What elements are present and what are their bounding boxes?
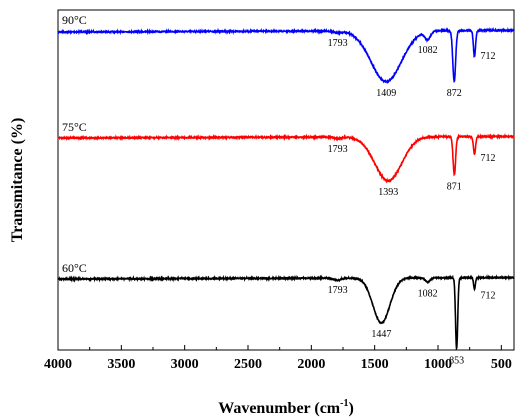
plot-frame [57, 9, 515, 351]
peak-label-1-3: 712 [481, 153, 496, 164]
series-line-2 [57, 273, 515, 351]
x-tick-label: 2500 [234, 357, 262, 372]
series-line-1 [57, 132, 515, 184]
peak-labels: 1793 1409 1082 872 712 1793 1393 871 712 1793 1447… [328, 38, 496, 366]
x-axis-ticks: 4000 3500 3000 2500 2000 1500 1000 500 [44, 345, 512, 372]
peak-label-0-4: 712 [481, 51, 496, 62]
peak-label-0-0: 1793 [328, 38, 348, 49]
series-labels: 90°C 75°C 60°C [62, 13, 87, 275]
x-tick-label: 4000 [44, 357, 72, 372]
series-name-2: 60°C [62, 261, 87, 275]
peak-label-1-2: 871 [447, 181, 462, 192]
peak-label-2-1: 1447 [371, 329, 391, 340]
peak-label-1-1: 1393 [378, 187, 398, 198]
x-tick-label: 1000 [424, 357, 452, 372]
y-axis-title: Transmitance (%) [9, 118, 26, 243]
series-line-0 [57, 26, 515, 84]
series-name-1: 75°C [62, 120, 87, 134]
series-curves [57, 26, 515, 351]
x-axis-title: Wavenumber (cm-1) [218, 398, 354, 417]
peak-label-2-3: 853 [449, 355, 464, 366]
x-tick-label: 2000 [297, 357, 325, 372]
x-tick-label: 3500 [107, 357, 135, 372]
peak-label-1-0: 1793 [328, 144, 348, 155]
peak-label-0-2: 1082 [418, 45, 438, 56]
peak-label-0-1: 1409 [376, 88, 396, 99]
series-name-0: 90°C [62, 13, 87, 27]
x-tick-label: 3000 [171, 357, 199, 372]
peak-label-2-4: 712 [481, 291, 496, 302]
x-tick-label: 500 [491, 357, 512, 372]
peak-label-0-3: 872 [447, 88, 462, 99]
x-tick-label: 1500 [361, 357, 389, 372]
peak-label-2-0: 1793 [328, 285, 348, 296]
peak-label-2-2: 1082 [418, 289, 438, 300]
